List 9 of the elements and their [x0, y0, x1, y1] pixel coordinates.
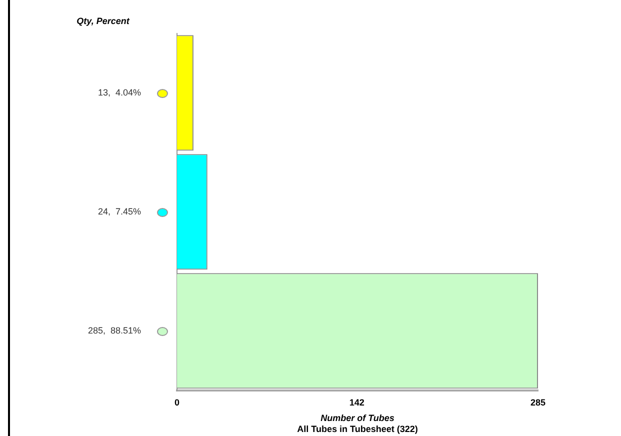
x-axis-title: Number of Tubes [320, 413, 394, 424]
y-tick-label: 13, 4.04% [98, 87, 141, 98]
y-tick-label: 24, 7.45% [98, 206, 141, 216]
x-tick-label: 285 [530, 397, 546, 408]
x-tick-label: 142 [349, 397, 364, 408]
y-axis-title: Qty, Percent [76, 16, 130, 26]
text: All Tubes in Tubesheet (322) [297, 424, 418, 434]
x-tick-label: 0 [174, 397, 180, 408]
y-tick-label: 285, 88.51% [88, 325, 141, 336]
